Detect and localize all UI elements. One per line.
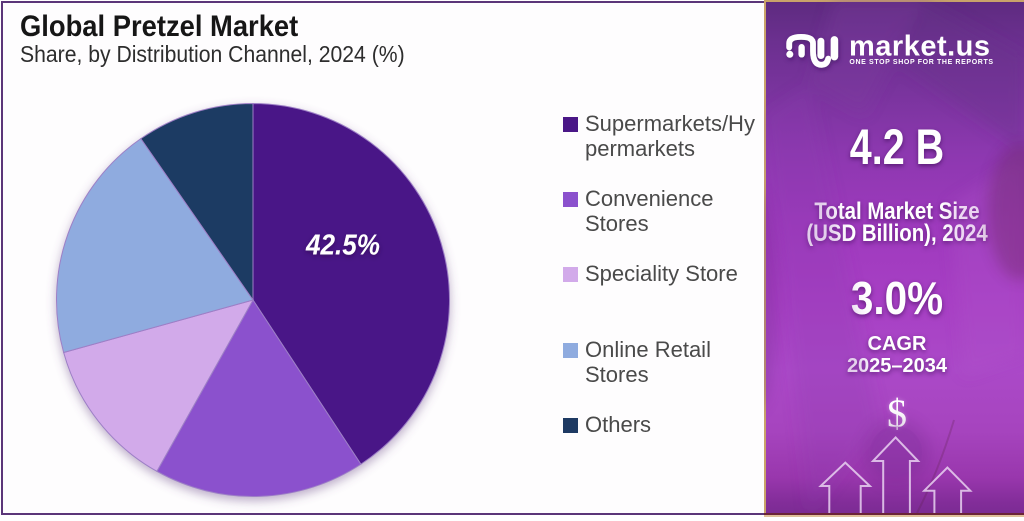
- svg-text:42.5%: 42.5%: [305, 230, 380, 262]
- svg-text:market.us: market.us: [849, 31, 991, 63]
- svg-text:ONE STOP SHOP FOR THE REPORTS: ONE STOP SHOP FOR THE REPORTS: [849, 59, 993, 66]
